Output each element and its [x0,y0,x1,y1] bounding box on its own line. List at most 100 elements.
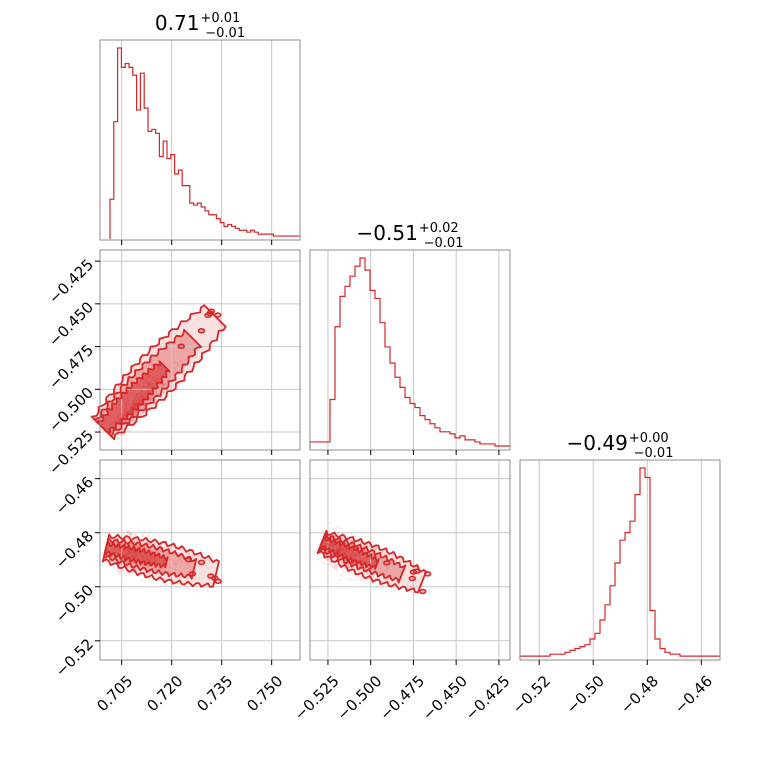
scatter-point-p1-p2 [339,546,342,549]
scatter-point-p1-p2 [323,540,326,543]
scatter-point-p0-p2 [129,551,132,554]
scatter-point-p1-p2 [343,548,346,552]
scatter-point-p0-p1 [125,407,128,410]
scatter-point-p1-p2 [351,553,354,556]
scatter-point-p0-p2 [125,551,128,554]
scatter-point-p0-p2 [145,559,148,562]
scatter-point-p1-p2 [328,544,331,548]
scatter-point-p1-p2 [345,548,348,552]
scatter-point-p0-p1 [140,395,143,398]
scatter-point-p0-p1 [133,399,136,402]
scatter-point-p1-p2 [341,569,344,573]
scatter-point-p1-p2 [340,548,343,551]
scatter-point-p0-p2 [165,555,168,558]
scatter-point-p1-p2 [371,562,374,565]
scatter-point-p1-p2 [335,569,338,572]
contour-line-p0-p2-level-2 [101,533,220,588]
scatter-point-p0-p2 [129,532,132,535]
scatter-point-p0-p1 [176,362,179,365]
scatter-point-p0-p1 [153,370,156,373]
scatter-point-p1-p2 [351,554,354,557]
scatter-point-p0-p1 [138,397,141,400]
scatter-point-p1-p2 [345,551,348,554]
scatter-point-p0-p2 [134,551,137,554]
scatter-point-p0-p2 [143,552,146,556]
scatter-point-p1-p2 [330,545,334,548]
scatter-point-p0-p1 [131,404,134,407]
scatter-point-p1-p2 [342,551,345,554]
scatter-point-p0-p1 [133,405,136,408]
scatter-point-p0-p2 [162,560,166,563]
scatter-point-p0-p2 [128,551,131,554]
scatter-point-p0-p2 [132,552,135,555]
scatter-point-p0-p2 [136,550,139,553]
scatter-point-p1-p2 [328,522,332,525]
title-param-0-lower-error: −0.01 [205,26,245,41]
contour-fill-p0-p1-level-0 [98,361,170,433]
scatter-point-p1-p2 [326,545,329,548]
scatter-point-p0-p1 [130,418,133,421]
contour-island-p1-p2 [408,575,417,582]
scatter-point-p0-p1 [120,415,123,418]
contour-island-p0-p1 [213,312,222,318]
scatter-point-p1-p2 [343,532,346,535]
scatter-point-p0-p2 [125,554,128,557]
scatter-point-p1-p2 [365,561,368,564]
scatter-point-p0-p2 [172,560,175,563]
scatter-point-p0-p1 [118,412,121,415]
scatter-point-p0-p1 [157,367,160,370]
scatter-point-p1-p2 [339,548,343,551]
scatter-point-p0-p1 [131,404,134,407]
scatter-point-p1-p2 [338,549,341,553]
scatter-point-p0-p1 [130,406,133,409]
scatter-point-p1-p2 [359,554,362,557]
scatter-point-p0-p2 [128,552,131,555]
scatter-point-p0-p1 [126,419,129,422]
scatter-point-p0-p1 [155,374,158,377]
scatter-point-p0-p2 [135,544,138,548]
scatter-point-p0-p1 [132,420,135,423]
scatter-point-p1-p2 [336,563,339,566]
scatter-point-p0-p1 [141,407,144,410]
scatter-point-p0-p2 [180,548,183,551]
scatter-point-p1-p2 [340,562,343,565]
scatter-point-p0-p2 [122,569,125,572]
scatter-point-p0-p2 [129,527,133,530]
scatter-point-p0-p2 [147,534,150,537]
scatter-point-p0-p2 [141,563,144,567]
scatter-point-p0-p2 [123,548,126,551]
scatter-point-p0-p1 [135,412,138,415]
scatter-point-p0-p2 [123,572,126,575]
scatter-point-p0-p1 [122,413,125,416]
scatter-point-p0-p2 [153,541,156,544]
scatter-point-p0-p2 [127,566,130,569]
scatter-point-p0-p1 [131,417,135,420]
scatter-point-p0-p2 [167,552,170,555]
contour-island-p0-p1 [177,343,185,350]
scatter-point-p0-p1 [153,381,156,385]
scatter-point-p0-p1 [147,381,150,384]
scatter-point-p0-p1 [132,406,135,409]
scatter-point-p0-p2 [156,572,159,576]
scatter-point-p1-p2 [353,554,357,557]
scatter-point-p0-p2 [156,559,159,563]
scatter-point-p0-p1 [120,406,123,409]
scatter-point-p0-p2 [150,558,153,561]
scatter-point-p1-p2 [344,548,347,551]
contour-line-p0-p1-level-1 [93,328,203,438]
scatter-point-p0-p2 [117,531,120,534]
scatter-point-p1-p2 [347,552,350,555]
scatter-point-p0-p1 [149,397,152,401]
histogram-param-2 [519,467,720,659]
scatter-point-p1-p2 [338,578,342,581]
scatter-point-p1-p2 [336,548,339,551]
scatter-point-p0-p2 [148,530,151,533]
scatter-point-p0-p2 [145,555,148,558]
contour-island-p0-p2 [214,578,222,585]
scatter-point-p1-p2 [345,546,349,550]
scatter-point-p0-p2 [130,555,133,558]
scatter-point-p0-p2 [123,549,126,553]
scatter-point-p0-p1 [132,403,135,406]
scatter-point-p0-p1 [148,394,151,397]
scatter-point-p1-p2 [348,555,352,558]
